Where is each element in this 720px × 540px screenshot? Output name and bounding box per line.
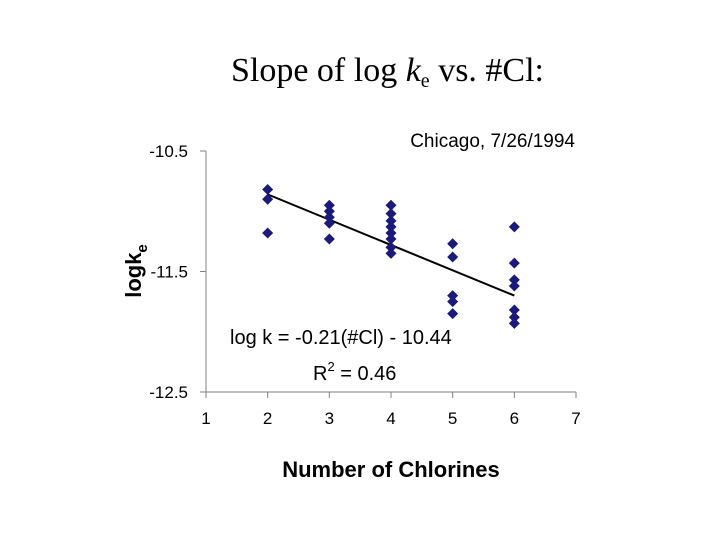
r2-prefix: R (313, 363, 327, 385)
chart-axes (205, 151, 576, 393)
data-point (385, 233, 397, 245)
chart-subtitle: Chicago, 7/26/1994 (410, 131, 575, 152)
data-point (385, 227, 397, 239)
data-point (508, 274, 520, 286)
data-point (323, 211, 335, 223)
regression-equation: log k = -0.21(#Cl) - 10.44 (230, 327, 452, 349)
data-point (508, 221, 520, 233)
x-tick-label: 6 (510, 409, 519, 428)
x-tick-label: 4 (386, 409, 395, 428)
data-point (508, 311, 520, 323)
data-point (385, 247, 397, 259)
data-point (385, 221, 397, 233)
data-point (323, 233, 335, 245)
x-tick-label: 1 (201, 409, 210, 428)
x-tick-label: 5 (448, 409, 457, 428)
data-point (262, 184, 274, 196)
x-tick-label: 7 (571, 409, 580, 428)
x-tick-label: 3 (325, 409, 334, 428)
y-axis-title-main: logk (121, 252, 146, 298)
data-point (262, 193, 274, 205)
y-tick-label: -11.5 (151, 263, 189, 282)
data-point (447, 238, 459, 250)
data-point (447, 251, 459, 263)
data-point (508, 304, 520, 316)
title-prefix: Slope of log (230, 52, 406, 89)
r2-superscript: 2 (327, 359, 334, 374)
data-point (447, 308, 459, 320)
data-point (385, 215, 397, 227)
r2-suffix: = 0.46 (335, 363, 397, 385)
title-subscript: e (420, 70, 430, 92)
data-point (323, 217, 335, 229)
y-tick-label: -12.5 (149, 383, 188, 402)
data-point (262, 227, 274, 239)
slide-title: Slope of log ke vs. #Cl: (0, 52, 720, 93)
x-axis-title: Number of Chlorines (282, 457, 500, 482)
data-point (385, 199, 397, 211)
axis-ticks: 1 2 3 4 5 6 7 -10.5 -11.5 -12.5 (149, 142, 580, 428)
data-point (508, 317, 520, 329)
data-point (508, 280, 520, 292)
data-point (508, 257, 520, 269)
data-points (262, 184, 520, 329)
data-point (447, 296, 459, 308)
data-point (323, 199, 335, 211)
title-suffix: vs. #Cl: (429, 52, 544, 89)
data-point (447, 290, 459, 302)
y-tick-label: -10.5 (149, 142, 188, 161)
y-axis-title-subscript: e (134, 244, 151, 252)
data-point (323, 205, 335, 217)
title-k: k (405, 52, 421, 89)
data-point (385, 241, 397, 253)
data-point (385, 208, 397, 220)
r-squared-label: R2 = 0.46 (313, 359, 396, 385)
y-axis-title: logke (121, 244, 151, 298)
x-tick-label: 2 (263, 409, 272, 428)
